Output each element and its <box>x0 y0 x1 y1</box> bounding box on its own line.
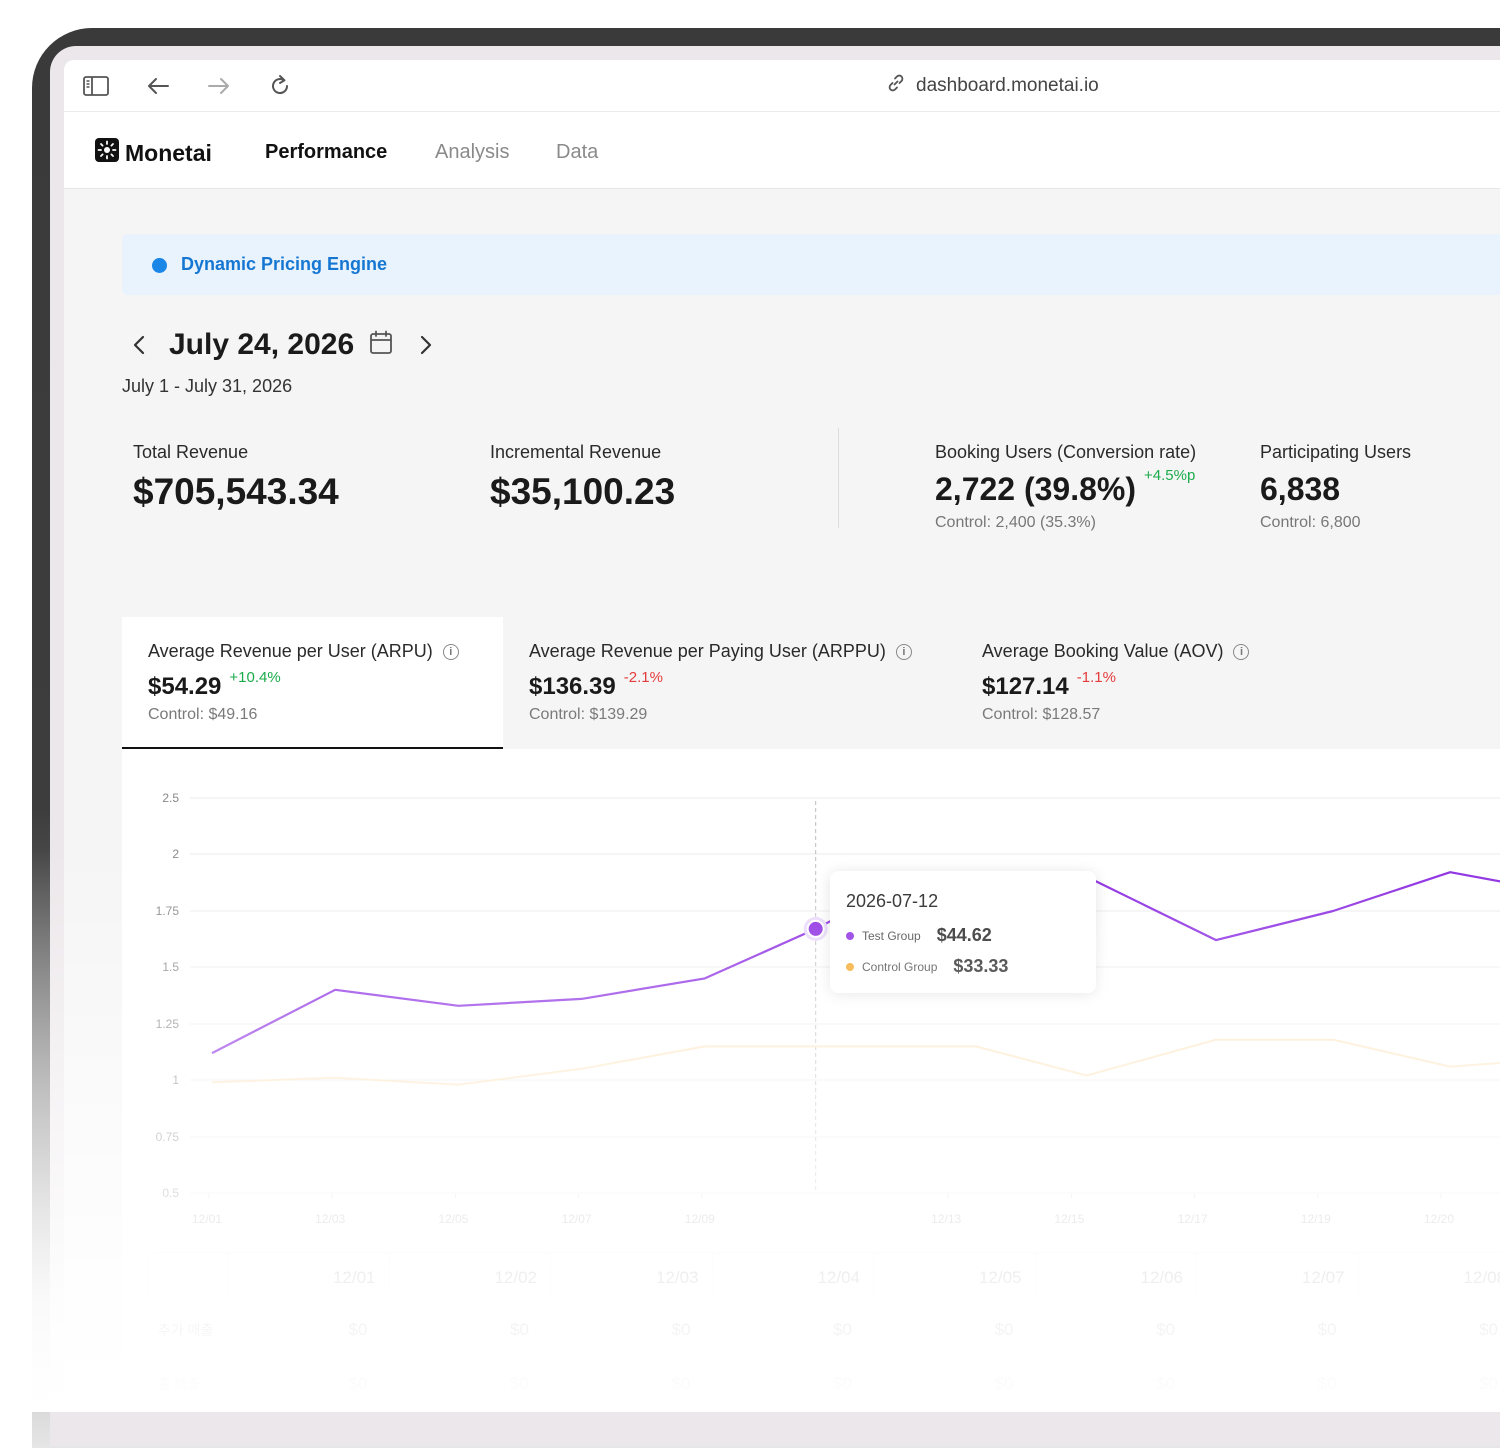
metric-value: $35,100.23 <box>490 471 675 513</box>
address-bar[interactable]: dashboard.monetai.io <box>886 73 1099 99</box>
x-tick-label: 12/07 <box>562 1212 592 1226</box>
info-icon[interactable]: i <box>896 644 912 660</box>
booking-users-metric: Booking Users (Conversion rate) 2,722 (3… <box>935 442 1196 532</box>
control-value: Control: $49.16 <box>148 706 257 724</box>
browser-toolbar: dashboard.monetai.io <box>64 60 1500 112</box>
back-arrow-icon[interactable] <box>145 73 171 99</box>
y-tick-label: 1.75 <box>156 904 180 918</box>
y-tick-label: 1 <box>172 1073 179 1087</box>
tooltip-row-control: Control Group $33.33 <box>846 956 1008 977</box>
kpi-label: Average Revenue per Paying User (ARPPU) <box>529 641 886 662</box>
control-group-line <box>212 1040 1500 1085</box>
x-tick-label: 12/15 <box>1054 1212 1084 1226</box>
tab-arppu[interactable]: Average Revenue per Paying User (ARPPU) i… <box>503 617 956 747</box>
metric-label: Total Revenue <box>133 442 339 463</box>
y-tick-label: 0.75 <box>156 1130 180 1144</box>
metric-label: Incremental Revenue <box>490 442 675 463</box>
metric-value: $705,543.34 <box>133 471 339 513</box>
delta-badge: +4.5%p <box>1144 467 1195 484</box>
x-tick-label: 12/09 <box>685 1212 715 1226</box>
tooltip-row-test: Test Group $44.62 <box>846 925 992 946</box>
date-range: July 1 - July 31, 2026 <box>122 376 292 397</box>
tooltip-series-name: Control Group <box>862 960 937 974</box>
control-value: Control: 6,800 <box>1260 514 1411 532</box>
y-tick-label: 2.5 <box>162 791 179 805</box>
metrics-divider <box>838 428 839 528</box>
delta-badge: -1.1% <box>1077 669 1116 686</box>
browser-window: dashboard.monetai.io Monetai Performance… <box>64 60 1500 1412</box>
chevron-left-icon[interactable] <box>132 334 148 361</box>
delta-badge: -2.1% <box>624 669 663 686</box>
tab-analysis[interactable]: Analysis <box>435 141 509 164</box>
metric-label: Booking Users (Conversion rate) <box>935 442 1196 463</box>
calendar-icon[interactable] <box>369 330 393 361</box>
chart-tooltip: 2026-07-12 Test Group $44.62 Control Gro… <box>830 871 1096 993</box>
url-text: dashboard.monetai.io <box>916 75 1099 97</box>
metric-label: Participating Users <box>1260 442 1411 463</box>
engine-banner[interactable]: Dynamic Pricing Engine <box>122 234 1500 295</box>
status-dot <box>152 258 167 273</box>
x-tick-label: 12/19 <box>1301 1212 1331 1226</box>
x-tick-label: 12/13 <box>931 1212 961 1226</box>
table-border <box>148 1252 1500 1412</box>
tab-performance[interactable]: Performance <box>265 141 387 164</box>
current-date: July 24, 2026 <box>169 328 354 362</box>
kpi-value: $54.29 <box>148 673 221 700</box>
x-tick-label: 12/01 <box>192 1212 222 1226</box>
delta-badge: +10.4% <box>229 669 280 686</box>
metric-value: 2,722 (39.8%) <box>935 471 1136 507</box>
data-table: 12/0112/0212/0312/0412/0512/0612/0712/08… <box>148 1252 1500 1412</box>
monetai-logo-icon <box>95 138 119 168</box>
reload-icon[interactable] <box>267 73 293 99</box>
legend-swatch <box>846 963 854 971</box>
kpi-label: Average Booking Value (AOV) <box>982 641 1223 662</box>
link-icon <box>886 73 906 99</box>
logo-text: Monetai <box>125 140 212 167</box>
kpi-value: $127.14 <box>982 673 1069 700</box>
tooltip-value: $44.62 <box>937 925 992 946</box>
y-tick-label: 2 <box>172 847 179 861</box>
forward-arrow-icon[interactable] <box>206 73 232 99</box>
control-value: Control: $128.57 <box>982 706 1100 724</box>
tooltip-value: $33.33 <box>953 956 1008 977</box>
y-tick-label: 1.25 <box>156 1017 180 1031</box>
tooltip-date: 2026-07-12 <box>846 891 938 912</box>
metric-value: 6,838 <box>1260 471 1411 508</box>
y-tick-label: 0.5 <box>162 1186 179 1200</box>
tab-aov[interactable]: Average Booking Value (AOV) i $127.14 -1.1… <box>956 617 1356 747</box>
legend-swatch <box>846 932 854 940</box>
x-tick-label: 12/03 <box>315 1212 345 1226</box>
x-tick-label: 12/20 <box>1424 1212 1454 1226</box>
control-value: Control: 2,400 (35.3%) <box>935 514 1196 532</box>
kpi-label: Average Revenue per User (ARPU) <box>148 641 433 662</box>
info-icon[interactable]: i <box>443 644 459 660</box>
tab-arpu[interactable]: Average Revenue per User (ARPU) i $54.29 +… <box>122 617 503 750</box>
info-icon[interactable]: i <box>1233 644 1249 660</box>
kpi-value: $136.39 <box>529 673 616 700</box>
monetai-logo[interactable]: Monetai <box>95 138 212 168</box>
tooltip-series-name: Test Group <box>862 929 921 943</box>
x-tick-label: 12/05 <box>438 1212 468 1226</box>
chevron-right-icon[interactable] <box>417 334 433 361</box>
control-value: Control: $139.29 <box>529 706 647 724</box>
x-tick-label: 12/17 <box>1178 1212 1208 1226</box>
kpi-tabs: Average Revenue per User (ARPU) i $54.29 +… <box>122 617 1500 749</box>
y-tick-label: 1.5 <box>162 960 179 974</box>
total-revenue-metric: Total Revenue $705,543.34 <box>133 442 339 513</box>
hover-point <box>808 921 824 937</box>
line-chart: 2.5 2 1.75 1.5 1.25 1 0.75 0.5 12/01 12/03 12/05 12… <box>122 749 1500 1249</box>
participating-users-metric: Participating Users 6,838 Control: 6,800 <box>1260 442 1411 532</box>
sidebar-toggle-icon[interactable] <box>83 73 109 99</box>
incremental-revenue-metric: Incremental Revenue $35,100.23 <box>490 442 675 513</box>
tab-data[interactable]: Data <box>556 141 598 164</box>
banner-label: Dynamic Pricing Engine <box>181 254 387 275</box>
chart-panel: 2.5 2 1.75 1.5 1.25 1 0.75 0.5 12/01 12/03 12/05 12… <box>122 749 1500 1412</box>
app-navbar: Monetai Performance Analysis Data <box>64 112 1500 189</box>
